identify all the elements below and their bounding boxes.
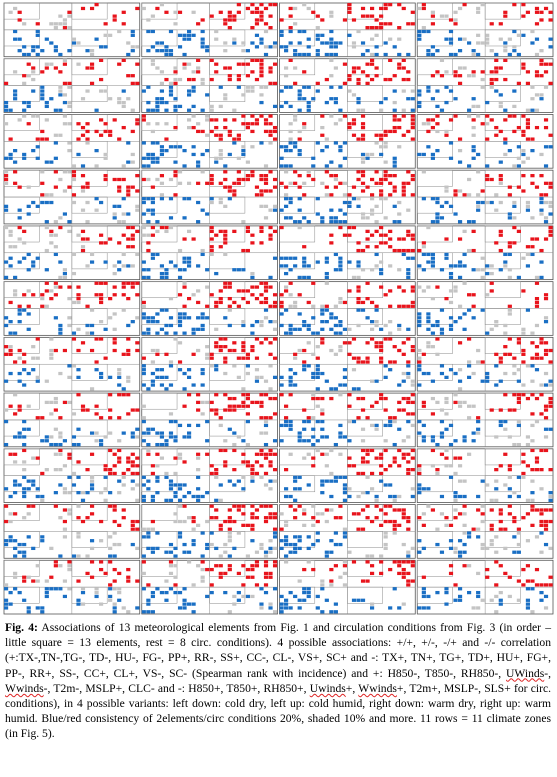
caption-term-wwinds-2: Wwinds [358, 681, 397, 695]
panel-r3-c3 [279, 114, 416, 169]
panel-r2-c2 [141, 58, 278, 113]
panel-r2-c4 [416, 58, 554, 113]
panel-r11-c4 [416, 559, 554, 615]
caption-text-3: -, T2m-, MSLP+, CLC- and -: H850+, T850+… [43, 681, 310, 695]
panel-r3-c2 [141, 114, 278, 169]
panel-r5-c2 [141, 225, 278, 281]
caption-term-uwinds-2: Uwinds [309, 681, 346, 695]
panel-r7-c1 [3, 336, 141, 392]
panel-r10-c3 [279, 504, 416, 559]
panel-r4-c3 [279, 169, 416, 225]
panel-r7-c4 [416, 336, 554, 392]
panel-r6-c4 [416, 281, 554, 336]
panel-r7-c2 [141, 336, 278, 392]
caption-term-uwinds: UWinds [506, 666, 545, 680]
panel-r9-c4 [416, 448, 554, 503]
figure-label: Fig. 4: [5, 621, 38, 634]
caption-text-2: -, [544, 666, 551, 680]
panel-r1-c3 [279, 2, 416, 58]
panel-r1-c1 [3, 2, 141, 58]
association-matrix-grid [3, 2, 554, 615]
panel-r3-c1 [3, 114, 141, 169]
caption-text-6: ). [47, 727, 55, 741]
figure-reference: Fig. 5 [20, 727, 48, 741]
panel-r6-c1 [3, 281, 141, 336]
panel-r8-c2 [141, 392, 278, 448]
panel-r4-c1 [3, 169, 141, 225]
panel-r10-c4 [416, 504, 554, 559]
panel-r2-c3 [279, 58, 416, 113]
caption-text-1: Associations of 13 meteorological elemen… [5, 621, 551, 680]
panel-r4-c4 [416, 169, 554, 225]
panel-r5-c1 [3, 225, 141, 281]
panel-r5-c4 [416, 225, 554, 281]
panel-r11-c3 [279, 559, 416, 615]
panel-r10-c2 [141, 504, 278, 559]
panel-r7-c3 [279, 336, 416, 392]
panel-r6-c2 [141, 281, 278, 336]
caption-text-5: +, T2m+, MSLP-, SLS+ for circ. condition… [5, 681, 551, 741]
panel-r8-c4 [416, 392, 554, 448]
panel-r6-c3 [279, 281, 416, 336]
panel-r3-c4 [416, 114, 554, 169]
panel-r5-c3 [279, 225, 416, 281]
panel-r1-c4 [416, 2, 554, 58]
panel-r9-c3 [279, 448, 416, 503]
panel-r8-c1 [3, 392, 141, 448]
caption-text-4: +, [345, 681, 359, 695]
caption-term-wwinds: Wwinds [5, 681, 44, 695]
figure-caption: Fig. 4: Associations of 13 meteorologica… [5, 620, 551, 742]
panel-r9-c2 [141, 448, 278, 503]
panel-r8-c3 [279, 392, 416, 448]
panel-r9-c1 [3, 448, 141, 503]
panel-r1-c2 [141, 2, 278, 58]
association-matrix-figure [3, 2, 554, 615]
panel-r10-c1 [3, 504, 141, 559]
panel-r11-c1 [3, 559, 141, 615]
panel-r4-c2 [141, 169, 278, 225]
panel-r2-c1 [3, 58, 141, 113]
panel-r11-c2 [141, 559, 278, 615]
